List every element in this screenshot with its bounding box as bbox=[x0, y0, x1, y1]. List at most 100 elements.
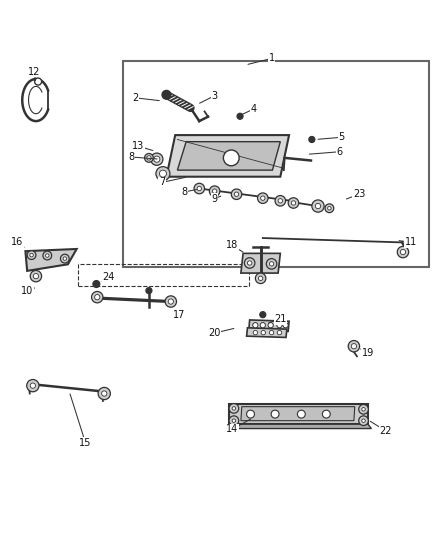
Circle shape bbox=[60, 254, 69, 263]
Circle shape bbox=[275, 196, 286, 206]
Text: 1: 1 bbox=[268, 53, 275, 63]
Circle shape bbox=[102, 391, 107, 396]
Circle shape bbox=[283, 322, 288, 328]
Circle shape bbox=[154, 156, 160, 162]
Circle shape bbox=[147, 156, 151, 160]
Circle shape bbox=[271, 410, 279, 418]
Circle shape bbox=[30, 270, 42, 282]
Circle shape bbox=[261, 196, 265, 200]
Circle shape bbox=[359, 405, 368, 414]
Circle shape bbox=[244, 258, 255, 268]
Circle shape bbox=[278, 199, 283, 203]
Text: 7: 7 bbox=[159, 177, 165, 188]
Circle shape bbox=[229, 416, 239, 425]
Circle shape bbox=[362, 419, 365, 423]
Circle shape bbox=[247, 410, 254, 418]
Text: 12: 12 bbox=[28, 67, 40, 77]
Text: 3: 3 bbox=[212, 91, 218, 101]
Circle shape bbox=[231, 189, 242, 199]
Circle shape bbox=[209, 186, 220, 197]
Circle shape bbox=[400, 249, 406, 255]
Circle shape bbox=[165, 296, 177, 307]
Circle shape bbox=[325, 204, 334, 213]
Circle shape bbox=[194, 183, 205, 194]
Circle shape bbox=[277, 330, 282, 335]
Text: 8: 8 bbox=[128, 152, 134, 162]
Text: 8: 8 bbox=[181, 187, 187, 197]
Circle shape bbox=[212, 189, 217, 193]
Circle shape bbox=[95, 295, 100, 300]
Text: 22: 22 bbox=[379, 426, 392, 436]
Circle shape bbox=[277, 322, 282, 328]
Circle shape bbox=[291, 201, 296, 205]
Circle shape bbox=[348, 341, 360, 352]
Polygon shape bbox=[229, 405, 368, 424]
Circle shape bbox=[328, 206, 331, 210]
Circle shape bbox=[258, 193, 268, 204]
Polygon shape bbox=[241, 407, 355, 421]
Polygon shape bbox=[241, 253, 280, 273]
Circle shape bbox=[156, 167, 170, 181]
Text: 11: 11 bbox=[405, 237, 417, 247]
Circle shape bbox=[30, 383, 35, 388]
Circle shape bbox=[43, 251, 52, 260]
Polygon shape bbox=[25, 249, 77, 271]
Circle shape bbox=[46, 254, 49, 257]
Text: 4: 4 bbox=[251, 104, 257, 114]
Circle shape bbox=[168, 299, 173, 304]
Polygon shape bbox=[166, 135, 289, 177]
Text: 13: 13 bbox=[132, 141, 144, 151]
Polygon shape bbox=[229, 424, 371, 429]
Bar bbox=[123, 61, 429, 266]
Circle shape bbox=[261, 330, 265, 335]
Circle shape bbox=[253, 322, 258, 328]
Circle shape bbox=[269, 330, 274, 335]
Polygon shape bbox=[249, 320, 289, 332]
Text: 16: 16 bbox=[11, 237, 24, 247]
Circle shape bbox=[359, 416, 368, 425]
Circle shape bbox=[162, 91, 171, 99]
Circle shape bbox=[351, 344, 357, 349]
Text: 20: 20 bbox=[208, 328, 221, 338]
Text: 10: 10 bbox=[21, 286, 33, 296]
Circle shape bbox=[146, 287, 152, 294]
Text: 19: 19 bbox=[362, 348, 374, 358]
Circle shape bbox=[232, 407, 236, 410]
Text: 9: 9 bbox=[212, 193, 218, 204]
Circle shape bbox=[93, 280, 100, 287]
Text: 21: 21 bbox=[274, 314, 286, 324]
Circle shape bbox=[232, 419, 236, 423]
Text: 23: 23 bbox=[353, 189, 365, 199]
Circle shape bbox=[30, 253, 33, 257]
Circle shape bbox=[223, 150, 239, 166]
Circle shape bbox=[35, 78, 42, 85]
Circle shape bbox=[260, 322, 265, 328]
Circle shape bbox=[288, 198, 299, 208]
Circle shape bbox=[268, 322, 273, 328]
Circle shape bbox=[159, 170, 166, 177]
Circle shape bbox=[362, 408, 365, 411]
Text: 2: 2 bbox=[133, 93, 139, 103]
Text: 5: 5 bbox=[339, 132, 345, 142]
Circle shape bbox=[33, 273, 39, 279]
Circle shape bbox=[63, 257, 67, 260]
Circle shape bbox=[197, 187, 201, 191]
Text: 14: 14 bbox=[226, 424, 238, 434]
Circle shape bbox=[229, 403, 239, 413]
Circle shape bbox=[237, 113, 243, 119]
Circle shape bbox=[269, 262, 274, 266]
Circle shape bbox=[309, 136, 315, 142]
Circle shape bbox=[151, 153, 163, 165]
Circle shape bbox=[297, 410, 305, 418]
Text: 24: 24 bbox=[102, 272, 115, 282]
Circle shape bbox=[255, 273, 266, 284]
Circle shape bbox=[247, 261, 252, 265]
Polygon shape bbox=[177, 142, 280, 170]
Circle shape bbox=[397, 246, 409, 258]
Circle shape bbox=[253, 330, 258, 335]
Circle shape bbox=[312, 200, 324, 212]
Circle shape bbox=[98, 387, 110, 400]
Circle shape bbox=[266, 259, 277, 269]
Circle shape bbox=[145, 154, 153, 162]
Text: 6: 6 bbox=[336, 147, 343, 157]
